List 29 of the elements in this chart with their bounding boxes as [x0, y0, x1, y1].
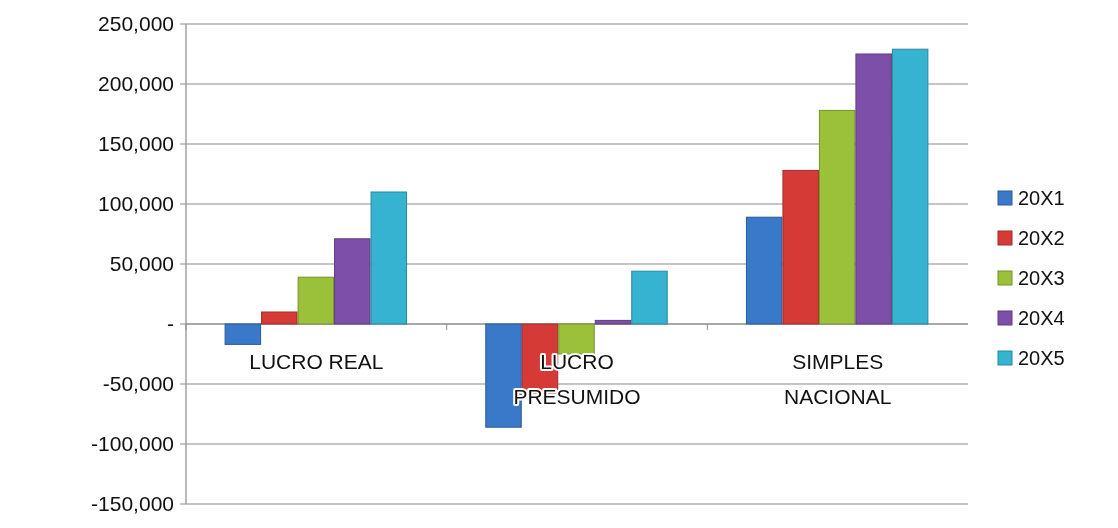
bar	[631, 270, 668, 325]
legend-label: 20X4	[1018, 307, 1065, 329]
legend-label: 20X3	[1018, 267, 1065, 289]
bar	[818, 109, 856, 325]
bar	[297, 276, 335, 325]
y-tick-label: -100,000	[91, 432, 174, 456]
bar	[261, 311, 298, 325]
bar	[558, 323, 595, 355]
y-tick-label: 50,000	[109, 252, 174, 276]
bar	[745, 216, 783, 325]
bar	[782, 169, 819, 325]
y-tick-label: 100,000	[98, 192, 174, 216]
bar	[891, 48, 929, 325]
y-tick-label: 200,000	[98, 72, 174, 96]
legend-label: 20X5	[1018, 347, 1065, 369]
x-tick-label: SIMPLES NACIONAL	[783, 350, 892, 408]
y-tick-label: 150,000	[98, 132, 174, 156]
bar	[370, 191, 408, 325]
legend-label: 20X2	[1018, 227, 1065, 249]
bar	[594, 319, 632, 325]
bar	[334, 238, 371, 325]
y-tick-label: -150,000	[91, 492, 174, 516]
y-tick-label: 250,000	[98, 12, 174, 36]
legend-label: 20X1	[1018, 187, 1065, 209]
y-tick-label: -	[167, 312, 174, 336]
y-tick-label: -50,000	[102, 372, 174, 396]
bar	[224, 323, 262, 345]
bar	[855, 53, 892, 325]
x-tick-label: LUCRO REAL	[249, 350, 384, 373]
